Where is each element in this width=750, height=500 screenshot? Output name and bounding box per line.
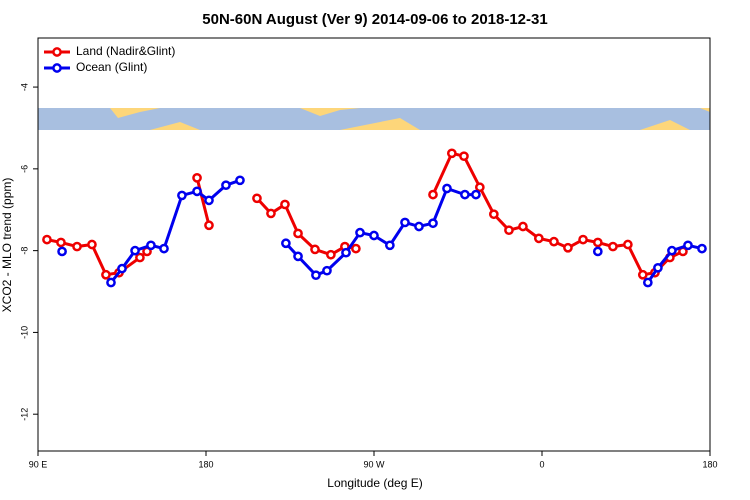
point — [488, 209, 499, 220]
point — [311, 270, 321, 281]
point — [400, 217, 410, 228]
point — [414, 221, 424, 232]
point — [385, 240, 395, 251]
point — [460, 189, 470, 200]
x-tick-label: 90 E — [29, 459, 48, 469]
point — [42, 234, 52, 245]
point — [642, 277, 653, 288]
point — [592, 246, 603, 257]
point — [637, 269, 648, 280]
y-tick-label: -10 — [19, 326, 29, 339]
point — [518, 221, 528, 232]
chart-title: 50N-60N August (Ver 9) 2014-09-06 to 201… — [202, 11, 547, 28]
y-tick-label: -12 — [19, 408, 29, 421]
point — [204, 220, 214, 231]
y-tick-label: -4 — [19, 83, 29, 91]
legend-label: Ocean (Glint) — [76, 60, 147, 74]
point — [87, 239, 97, 250]
point — [578, 234, 588, 245]
legend-marker — [52, 47, 62, 57]
point — [326, 249, 336, 260]
point — [667, 245, 677, 256]
point — [369, 230, 379, 241]
point — [592, 237, 603, 248]
point — [683, 240, 693, 251]
point — [135, 252, 145, 263]
point — [533, 233, 544, 244]
point — [293, 251, 303, 262]
point — [106, 277, 116, 288]
point — [310, 244, 320, 255]
point — [322, 265, 332, 276]
point — [159, 243, 169, 254]
legend-marker — [52, 63, 62, 73]
point — [293, 228, 303, 239]
point — [623, 239, 633, 250]
series-line — [46, 151, 684, 277]
y-tick-label: -6 — [19, 165, 29, 173]
point — [221, 180, 231, 191]
point — [177, 190, 187, 201]
x-tick-label: 0 — [539, 459, 544, 469]
y-axis-label: XCO2 - MLO trend (ppm) — [0, 178, 14, 313]
point — [192, 172, 202, 183]
point — [57, 246, 67, 257]
legend-label: Land (Nadir&Glint) — [76, 44, 175, 58]
ocean-band — [38, 108, 710, 130]
point — [549, 236, 559, 247]
x-tick-label: 180 — [198, 459, 213, 469]
point — [130, 245, 140, 256]
point — [697, 243, 707, 254]
point — [266, 208, 276, 219]
point — [146, 240, 156, 251]
point — [72, 241, 82, 252]
point — [474, 182, 485, 193]
point — [204, 195, 214, 206]
point — [341, 247, 351, 258]
point — [351, 243, 361, 254]
point — [56, 237, 66, 248]
point — [653, 262, 663, 273]
point — [563, 242, 573, 253]
point — [459, 151, 469, 162]
point — [428, 189, 438, 200]
point — [281, 238, 291, 249]
point — [280, 199, 290, 210]
point — [428, 218, 438, 229]
x-tick-label: 90 W — [363, 459, 385, 469]
point — [192, 186, 202, 197]
x-tick-label: 180 — [702, 459, 717, 469]
point — [471, 189, 481, 200]
series-line — [109, 178, 703, 284]
point — [608, 241, 618, 252]
point — [117, 263, 127, 274]
point — [446, 148, 457, 159]
x-axis-label: Longitude (deg E) — [327, 476, 422, 490]
point — [504, 225, 514, 236]
point — [355, 227, 365, 238]
point — [442, 183, 452, 194]
y-tick-label: -8 — [19, 247, 29, 255]
map-strip — [38, 108, 710, 130]
point — [252, 193, 262, 204]
point — [235, 175, 245, 186]
point — [101, 269, 111, 280]
